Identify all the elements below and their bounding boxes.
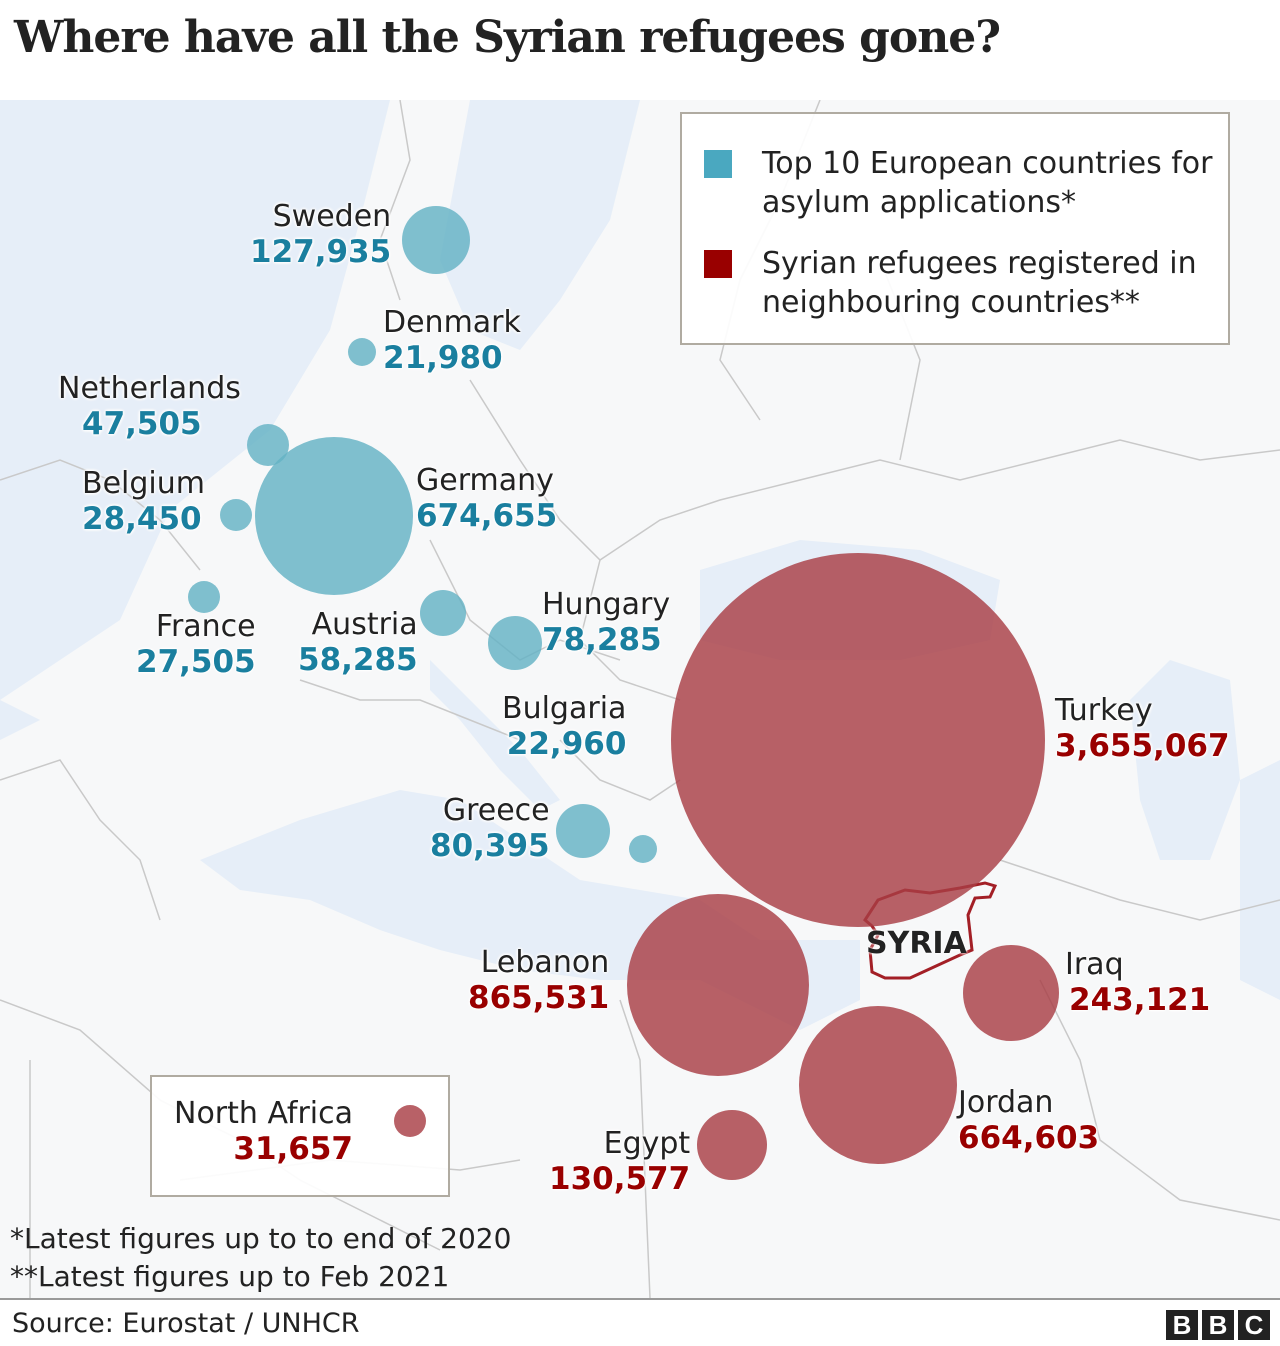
bubble-egypt bbox=[697, 1110, 767, 1180]
legend: Top 10 European countries for asylum app… bbox=[680, 112, 1230, 345]
label-germany: Germany 674,655 bbox=[416, 463, 558, 534]
north-africa-box: North Africa 31,657 bbox=[150, 1075, 450, 1197]
footnote-1: *Latest figures up to to end of 2020 bbox=[10, 1222, 512, 1255]
bubble-greece bbox=[556, 804, 610, 858]
legend-item-europe: Top 10 European countries for asylum app… bbox=[704, 144, 1232, 222]
footnote-2: **Latest figures up to Feb 2021 bbox=[10, 1259, 450, 1293]
legend-item-neighbours: Syrian refugees registered in neighbouri… bbox=[704, 244, 1232, 322]
label-denmark: Denmark 21,980 bbox=[383, 305, 521, 376]
bubble-jordan bbox=[799, 1006, 957, 1164]
red-square-icon bbox=[704, 250, 732, 278]
bubble-germany bbox=[255, 437, 413, 595]
footer-divider bbox=[0, 1298, 1280, 1300]
label-egypt: Egypt 130,577 bbox=[549, 1126, 691, 1197]
bubble-north-africa bbox=[394, 1105, 426, 1137]
teal-square-icon bbox=[704, 150, 732, 178]
label-sweden: Sweden 127,935 bbox=[250, 199, 392, 270]
logo-letter-c: C bbox=[1238, 1310, 1270, 1340]
bubble-hungary bbox=[488, 616, 542, 670]
label-hungary: Hungary 78,285 bbox=[542, 587, 671, 658]
bubble-austria bbox=[420, 590, 466, 636]
source-text: Source: Eurostat / UNHCR bbox=[12, 1308, 360, 1339]
label-iraq: Iraq 243,121 bbox=[1065, 947, 1211, 1018]
label-bulgaria: Bulgaria 22,960 bbox=[502, 691, 627, 762]
bubble-belgium bbox=[220, 499, 252, 531]
bubble-iraq bbox=[963, 945, 1059, 1041]
bubble-lebanon bbox=[627, 894, 809, 1076]
label-turkey: Turkey 3,655,067 bbox=[1055, 693, 1230, 764]
bubble-france bbox=[188, 581, 220, 613]
label-france: France 27,505 bbox=[136, 609, 256, 680]
bubble-sweden bbox=[402, 206, 470, 274]
footnotes: *Latest figures up to to end of 2020 **L… bbox=[10, 1220, 511, 1296]
syria-label: SYRIA bbox=[866, 926, 967, 961]
map-area: Top 10 European countries for asylum app… bbox=[0, 100, 1280, 1298]
label-greece: Greece 80,395 bbox=[430, 793, 550, 864]
label-lebanon: Lebanon 865,531 bbox=[468, 945, 610, 1016]
chart-title: Where have all the Syrian refugees gone? bbox=[14, 12, 1001, 63]
bbc-logo: B B C bbox=[1166, 1310, 1270, 1340]
bubble-denmark bbox=[348, 338, 376, 366]
label-austria: Austria 58,285 bbox=[298, 607, 418, 678]
label-north-africa: North Africa 31,657 bbox=[174, 1096, 354, 1167]
label-belgium: Belgium 28,450 bbox=[82, 466, 205, 537]
label-jordan: Jordan 664,603 bbox=[958, 1085, 1100, 1156]
legend-label-europe: Top 10 European countries for asylum app… bbox=[762, 146, 1213, 220]
bubble-bulgaria bbox=[629, 835, 657, 863]
label-netherlands: Netherlands 47,505 bbox=[58, 371, 241, 442]
legend-label-neighbours: Syrian refugees registered in neighbouri… bbox=[762, 246, 1197, 320]
bubble-turkey bbox=[671, 553, 1045, 927]
logo-letter-b1: B bbox=[1166, 1310, 1198, 1340]
logo-letter-b2: B bbox=[1202, 1310, 1234, 1340]
